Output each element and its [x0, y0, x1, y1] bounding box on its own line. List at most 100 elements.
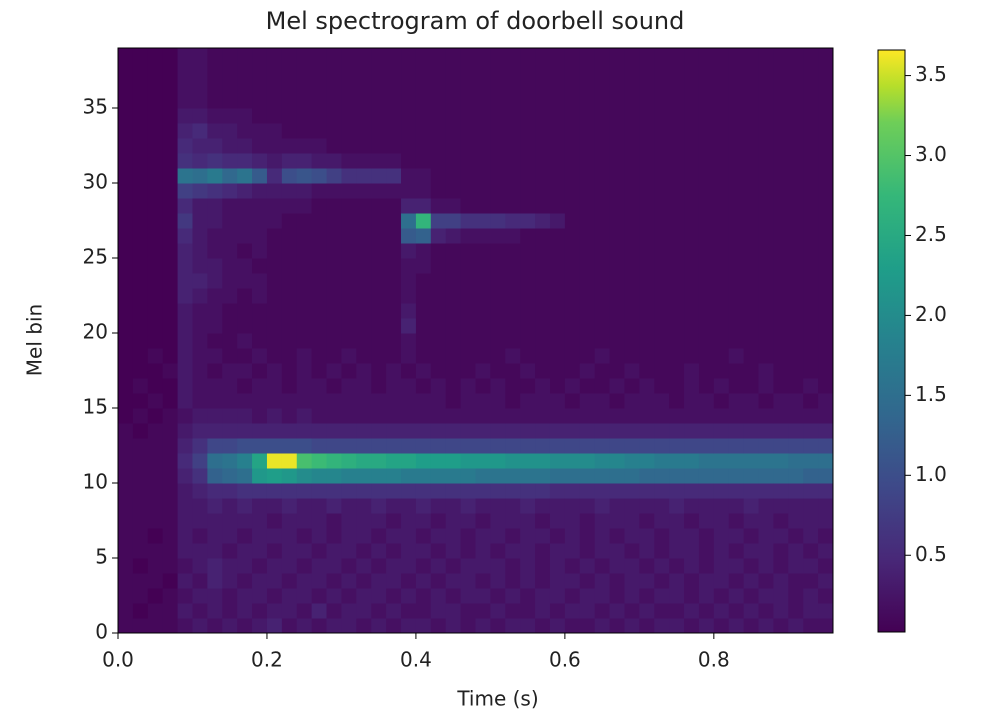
heatmap-cell: [490, 588, 506, 604]
heatmap-cell: [564, 543, 581, 559]
heatmap-cell: [579, 528, 596, 544]
heatmap-cell: [296, 48, 313, 64]
heatmap-cell: [162, 408, 179, 424]
heatmap-cell: [639, 558, 655, 574]
heatmap-cell: [520, 558, 536, 574]
heatmap-cell: [266, 573, 283, 589]
heatmap-cell: [386, 183, 402, 199]
heatmap-cell: [207, 78, 223, 94]
heatmap-cell: [818, 483, 834, 499]
heatmap-cell: [698, 78, 715, 94]
heatmap-cell: [728, 318, 745, 334]
heatmap-cell: [266, 213, 283, 229]
heatmap-cell: [773, 318, 789, 334]
heatmap-cell: [177, 498, 193, 514]
heatmap-cell: [162, 378, 179, 394]
heatmap-cell: [430, 378, 447, 394]
heatmap-cell: [371, 243, 387, 259]
heatmap-cell: [788, 618, 804, 634]
heatmap-cell: [654, 108, 670, 124]
heatmap-cell: [281, 78, 298, 94]
heatmap-cell: [579, 273, 596, 289]
heatmap-cell: [460, 453, 476, 469]
heatmap-cell: [698, 438, 715, 454]
heatmap-cell: [207, 573, 223, 589]
heatmap-cell: [684, 258, 700, 274]
heatmap-cell: [803, 48, 819, 64]
heatmap-cell: [728, 183, 745, 199]
heatmap-cell: [549, 183, 566, 199]
heatmap-cell: [713, 438, 730, 454]
heatmap-cell: [773, 528, 789, 544]
heatmap-cell: [281, 588, 298, 604]
heatmap-cell: [594, 243, 611, 259]
heatmap-cell: [669, 213, 685, 229]
heatmap-cell: [669, 63, 685, 79]
heatmap-cell: [475, 198, 491, 214]
heatmap-cell: [371, 168, 387, 184]
heatmap-cell: [475, 618, 491, 634]
heatmap-cell: [579, 78, 596, 94]
heatmap-cell: [624, 438, 640, 454]
heatmap-cell: [594, 348, 611, 364]
heatmap-cell: [281, 483, 298, 499]
heatmap-cell: [326, 408, 342, 424]
heatmap-cell: [788, 528, 804, 544]
heatmap-cell: [579, 198, 596, 214]
heatmap-cell: [415, 108, 432, 124]
heatmap-cell: [401, 213, 417, 229]
heatmap-cell: [549, 288, 566, 304]
heatmap-cell: [386, 408, 402, 424]
heatmap-cell: [743, 198, 760, 214]
heatmap-cell: [505, 318, 521, 334]
heatmap-cell: [818, 333, 834, 349]
heatmap-cell: [252, 108, 268, 124]
heatmap-cell: [505, 228, 521, 244]
heatmap-cell: [192, 213, 208, 229]
heatmap-cell: [415, 198, 432, 214]
heatmap-cell: [788, 453, 804, 469]
heatmap-cell: [326, 138, 342, 154]
heatmap-cell: [237, 468, 253, 484]
heatmap-cell: [445, 198, 462, 214]
heatmap-cell: [356, 618, 372, 634]
heatmap-cell: [594, 378, 611, 394]
heatmap-cell: [743, 228, 760, 244]
heatmap-cell: [624, 213, 640, 229]
heatmap-cell: [803, 468, 819, 484]
heatmap-cell: [341, 168, 357, 184]
heatmap-cell: [281, 618, 298, 634]
heatmap-cell: [237, 348, 253, 364]
heatmap-cell: [594, 588, 611, 604]
heatmap-cell: [564, 138, 581, 154]
heatmap-cell: [639, 603, 655, 619]
heatmap-cell: [118, 378, 134, 394]
heatmap-cell: [535, 588, 551, 604]
heatmap-cell: [430, 438, 447, 454]
heatmap-cell: [266, 408, 283, 424]
heatmap-cell: [162, 558, 179, 574]
heatmap-cell: [579, 183, 596, 199]
heatmap-cell: [788, 393, 804, 409]
heatmap-cell: [192, 468, 208, 484]
heatmap-cell: [609, 408, 625, 424]
heatmap-cell: [132, 273, 149, 289]
heatmap-cell: [728, 228, 745, 244]
heatmap-cell: [147, 363, 164, 379]
heatmap-cell: [356, 168, 372, 184]
heatmap-cell: [713, 243, 730, 259]
heatmap-cell: [818, 138, 834, 154]
heatmap-cell: [415, 228, 432, 244]
heatmap-cell: [460, 198, 476, 214]
heatmap-cell: [266, 48, 283, 64]
heatmap-cell: [594, 543, 611, 559]
heatmap-cell: [281, 303, 298, 319]
heatmap-cell: [579, 393, 596, 409]
heatmap-cell: [609, 138, 625, 154]
heatmap-cell: [132, 558, 149, 574]
heatmap-cell: [386, 168, 402, 184]
heatmap-cell: [371, 333, 387, 349]
heatmap-cell: [341, 213, 357, 229]
heatmap-cell: [266, 603, 283, 619]
heatmap-cell: [594, 513, 611, 529]
